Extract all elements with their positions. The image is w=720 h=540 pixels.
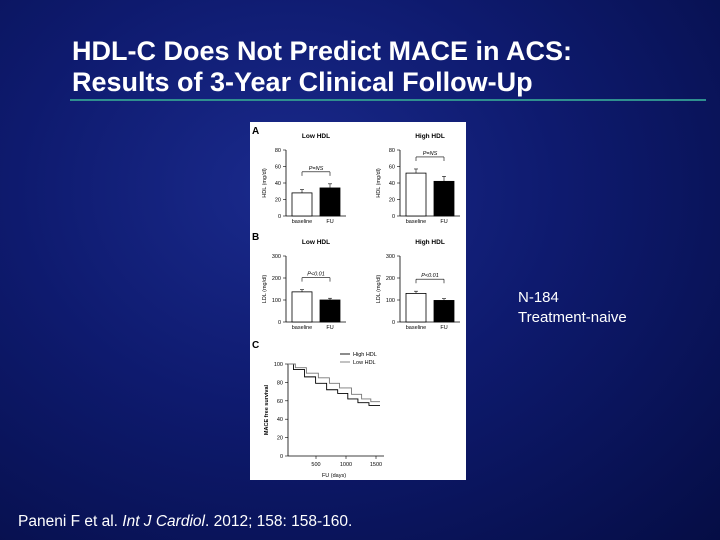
slide-title: HDL-C Does Not Predict MACE in ACS: Resu… bbox=[72, 36, 692, 98]
y-tick-label: 80 bbox=[275, 148, 281, 154]
panel-letter: C bbox=[252, 340, 259, 351]
y-axis-label: HDL (mg/dl) bbox=[262, 168, 268, 198]
y-tick-label: 0 bbox=[392, 320, 395, 326]
bar bbox=[433, 180, 455, 217]
significance-annotation: P=NS bbox=[309, 166, 324, 172]
figure-panel: A Low HDL 0 20 40 60 80 HDL (mg/dl) baseline FU P=… bbox=[250, 122, 466, 480]
y-tick-label: 100 bbox=[386, 298, 395, 304]
citation: Paneni F et al. Int J Cardiol. 2012; 158… bbox=[18, 513, 352, 531]
bar bbox=[319, 187, 341, 217]
x-axis-label: FU (days) bbox=[322, 473, 346, 479]
y-tick-label: 200 bbox=[272, 276, 281, 282]
y-axis-label: HDL (mg/dl) bbox=[376, 168, 382, 198]
x-tick-label: FU bbox=[326, 325, 333, 331]
y-tick-label: 40 bbox=[275, 181, 281, 187]
cohort-size: N-184 bbox=[518, 289, 559, 306]
y-tick-label: 0 bbox=[278, 214, 281, 220]
y-axis-label: LDL (mg/dl) bbox=[262, 275, 268, 304]
y-tick-label: 100 bbox=[272, 298, 281, 304]
y-tick-label: 20 bbox=[275, 198, 281, 204]
survival-curve-low-hdl bbox=[288, 363, 380, 403]
citation-journal: Int J Cardiol bbox=[122, 513, 205, 530]
citation-details: . 2012; 158: 158-160. bbox=[204, 513, 353, 530]
y-tick-label: 80 bbox=[389, 148, 395, 154]
y-tick-label: 40 bbox=[389, 181, 395, 187]
x-tick-label: 1500 bbox=[370, 462, 382, 468]
figure-svg: A Low HDL 0 20 40 60 80 HDL (mg/dl) baseline FU P=… bbox=[252, 126, 460, 479]
bar bbox=[291, 192, 313, 217]
title-divider bbox=[70, 99, 706, 101]
x-tick-label: FU bbox=[440, 219, 447, 225]
y-axis-label: LDL (mg/dl) bbox=[376, 275, 382, 304]
y-tick-label: 0 bbox=[392, 214, 395, 220]
slide-title-line-1: HDL-C Does Not Predict MACE in ACS: bbox=[72, 36, 573, 66]
y-tick-label: 100 bbox=[274, 362, 283, 368]
x-tick-label: 500 bbox=[311, 462, 320, 468]
y-axis-label: MACE free survival bbox=[264, 384, 270, 435]
cohort-description: Treatment-naive bbox=[518, 309, 627, 326]
significance-annotation: P=NS bbox=[423, 151, 438, 157]
y-tick-label: 60 bbox=[389, 165, 395, 171]
x-tick-label: baseline bbox=[406, 219, 427, 225]
y-tick-label: 80 bbox=[277, 380, 283, 386]
y-tick-label: 300 bbox=[386, 254, 395, 260]
legend-label: Low HDL bbox=[353, 360, 376, 366]
x-tick-label: FU bbox=[440, 325, 447, 331]
bar bbox=[405, 292, 427, 323]
bar-panel-title: High HDL bbox=[415, 239, 445, 246]
bar-panel-title: High HDL bbox=[415, 133, 445, 140]
bar-panel-title: Low HDL bbox=[302, 239, 330, 246]
y-tick-label: 60 bbox=[277, 399, 283, 405]
y-tick-label: 20 bbox=[277, 436, 283, 442]
citation-authors: Paneni F et al. bbox=[18, 513, 118, 530]
y-tick-label: 300 bbox=[272, 254, 281, 260]
bar bbox=[405, 172, 427, 217]
significance-annotation: P<0.01 bbox=[307, 272, 325, 278]
x-tick-label: baseline bbox=[406, 325, 427, 331]
x-tick-label: baseline bbox=[292, 219, 313, 225]
y-tick-label: 200 bbox=[386, 276, 395, 282]
bar bbox=[319, 299, 341, 323]
y-tick-label: 0 bbox=[280, 454, 283, 460]
x-tick-label: baseline bbox=[292, 325, 313, 331]
survival-curve-high-hdl bbox=[288, 363, 380, 406]
significance-annotation: P<0.01 bbox=[421, 273, 439, 279]
slide-title-line-2: Results of 3-Year Clinical Follow-Up bbox=[72, 67, 533, 97]
y-tick-label: 20 bbox=[389, 198, 395, 204]
x-tick-label: FU bbox=[326, 219, 333, 225]
panel-letter: B bbox=[252, 232, 259, 243]
y-tick-label: 60 bbox=[275, 165, 281, 171]
y-tick-label: 0 bbox=[278, 320, 281, 326]
panel-letter: A bbox=[252, 126, 259, 137]
bar bbox=[291, 291, 313, 323]
y-tick-label: 40 bbox=[277, 417, 283, 423]
cohort-note: N-184 Treatment-naive bbox=[518, 288, 627, 328]
bar-panel-title: Low HDL bbox=[302, 133, 330, 140]
legend-label: High HDL bbox=[353, 352, 377, 358]
bar bbox=[433, 300, 455, 323]
x-tick-label: 1000 bbox=[340, 462, 352, 468]
